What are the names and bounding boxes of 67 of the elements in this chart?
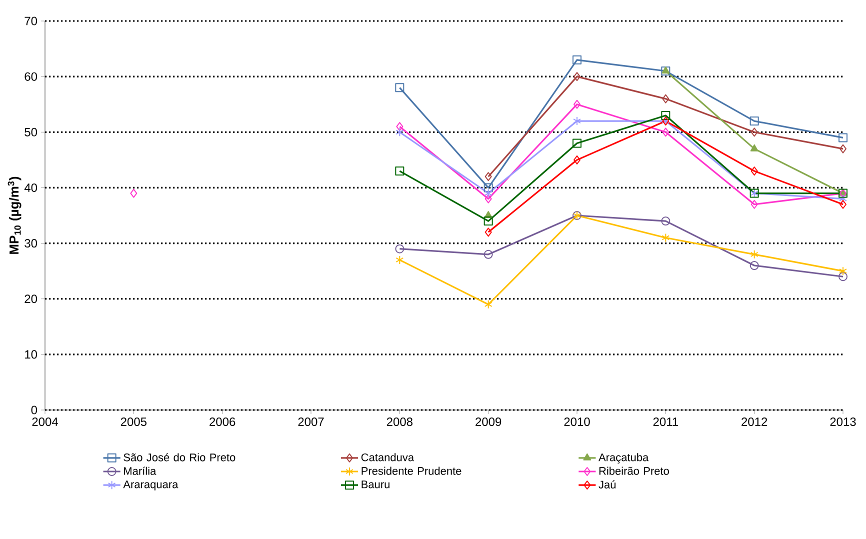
x-tick-label: 2010: [564, 418, 590, 426]
point: [484, 300, 492, 309]
point: [396, 255, 404, 264]
point: [750, 128, 758, 137]
x-tick-label: 2008: [386, 418, 412, 426]
point: [839, 266, 847, 276]
x-tick-label: 2005: [120, 418, 147, 426]
point: [484, 250, 493, 259]
y-tick-label: 40: [24, 183, 38, 192]
legend-label: São José do Rio Preto: [124, 453, 236, 462]
x-tick-label: 2012: [742, 418, 768, 426]
legend-label: Araçatuba: [598, 453, 649, 464]
legend-label: Presidente Prudente: [362, 466, 462, 475]
point: [840, 144, 847, 154]
point: [396, 122, 404, 132]
x-tick-label: 2004: [32, 418, 58, 426]
point: [838, 272, 848, 282]
legend-label: Araraquara: [123, 480, 178, 490]
point: [840, 200, 847, 209]
point: [750, 144, 758, 152]
point: [396, 128, 404, 137]
y-tick-label: 50: [24, 128, 38, 136]
point: [484, 194, 492, 204]
point: [574, 155, 581, 164]
point: [662, 128, 670, 137]
point: [662, 233, 670, 242]
point: [395, 83, 404, 92]
legend-label: Jaú: [598, 480, 616, 489]
legend-label: Marília: [124, 466, 156, 475]
point: [395, 166, 404, 176]
point: [750, 261, 759, 270]
y-tick-label: 30: [24, 239, 38, 248]
point: [750, 250, 758, 259]
point: [661, 216, 670, 226]
point: [484, 172, 492, 182]
x-tick-label: 2007: [298, 418, 324, 426]
y-tick-label: 60: [24, 72, 38, 81]
point: [484, 216, 493, 226]
point: [572, 138, 582, 148]
point: [574, 72, 581, 82]
point: [484, 188, 492, 198]
y-tick-label: 0: [31, 406, 38, 414]
point: [130, 188, 138, 198]
point: [661, 110, 670, 120]
y-tick-label: 10: [25, 350, 38, 359]
point: [395, 244, 404, 254]
y-tick-label: 70: [24, 16, 38, 26]
text: MP$_{10}$ (µg/m$^{3}$): [8, 176, 22, 254]
x-tick-label: 2013: [830, 418, 856, 426]
legend-label: Ribeirão Preto: [599, 466, 669, 475]
point: [750, 200, 758, 209]
y-tick-label: 20: [24, 294, 38, 304]
point: [839, 194, 847, 204]
point: [572, 55, 582, 64]
x-tick-label: 2009: [476, 418, 502, 426]
point: [662, 94, 670, 104]
point: [750, 166, 758, 176]
legend-label: Catanduva: [361, 453, 414, 462]
legend-label: Bauru: [362, 480, 390, 488]
point: [750, 116, 759, 126]
point: [838, 133, 848, 142]
x-tick-label: 2006: [210, 418, 236, 426]
x-tick-label: 2011: [653, 418, 678, 426]
point: [484, 183, 493, 192]
point: [574, 100, 581, 109]
point: [573, 116, 581, 126]
point: [484, 228, 492, 237]
